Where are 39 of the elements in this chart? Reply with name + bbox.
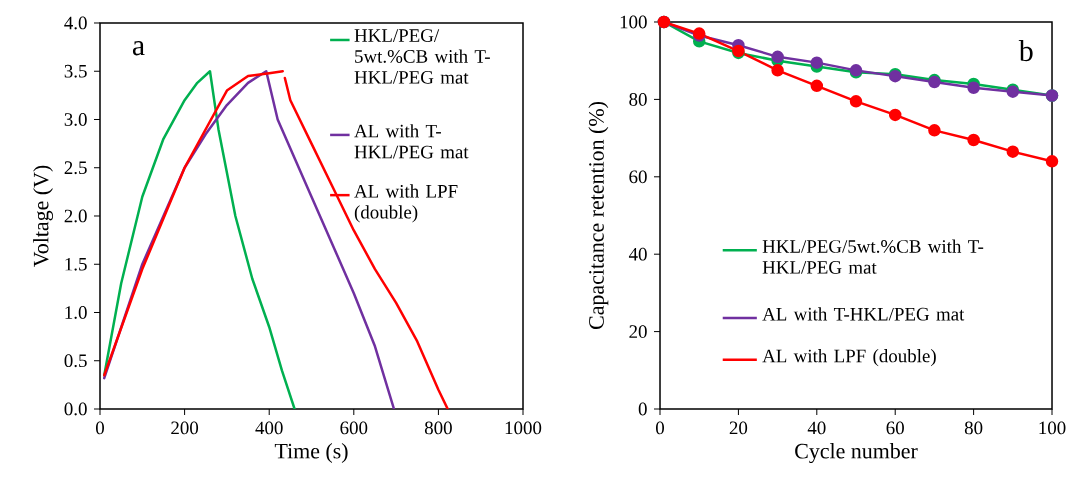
y-tick-label: 100 (620, 15, 647, 29)
y-tick-label: 0.0 (64, 402, 87, 416)
x-tick-label: 100 (1039, 421, 1066, 435)
y-tick-label: 0.5 (64, 354, 87, 368)
x-axis-title: Time (s) (274, 443, 348, 463)
x-tick-label: 400 (255, 421, 283, 435)
y-tick-label: 3.5 (64, 64, 87, 78)
y-axis-title: Capacitance retention (%) (588, 102, 609, 329)
x-axis-title: Cycle number (795, 443, 918, 464)
x-tick-label: 40 (807, 421, 826, 435)
legend-label: HKL/PEG/ 5wt.%CB with T-HKL/PEG mat (354, 29, 490, 84)
y-tick-label: 80 (629, 93, 647, 106)
x-tick-label: 0 (95, 421, 104, 435)
legend-label: AL with T-HKL/PEG mat (762, 307, 965, 321)
x-tick-label: 600 (340, 421, 368, 435)
y-tick-label: 2.0 (64, 209, 87, 223)
y-tick-label: 3.0 (64, 113, 87, 126)
y-tick-label: 20 (629, 325, 647, 338)
legend-label: AL with LPF (double) (354, 184, 458, 223)
y-tick-label: 1.0 (65, 306, 87, 319)
y-tick-label: 2.5 (64, 161, 87, 175)
y-tick-label: 40 (628, 247, 647, 261)
x-tick-label: 60 (886, 421, 904, 435)
x-tick-label: 0 (655, 421, 665, 435)
y-tick-label: 1.5 (65, 257, 87, 271)
y-axis-title: Voltage (V) (33, 165, 54, 267)
x-tick-label: 20 (729, 421, 748, 435)
annotation: b (1018, 40, 1033, 62)
y-tick-label: 4.0 (64, 16, 87, 30)
x-tick-label: 1000 (505, 421, 542, 435)
annotation: a (132, 41, 145, 56)
legend-label: AL with T-HKL/PEG mat (354, 124, 469, 159)
x-tick-label: 200 (171, 421, 199, 435)
legend-label: HKL/PEG/5wt.%CB with T-HKL/PEG mat (762, 239, 984, 274)
x-tick-label: 80 (964, 421, 983, 435)
x-tick-label: 800 (424, 421, 452, 435)
y-tick-label: 60 (629, 170, 647, 184)
legend-label: AL with LPF (double) (762, 349, 936, 367)
y-tick-label: 0 (638, 402, 647, 416)
